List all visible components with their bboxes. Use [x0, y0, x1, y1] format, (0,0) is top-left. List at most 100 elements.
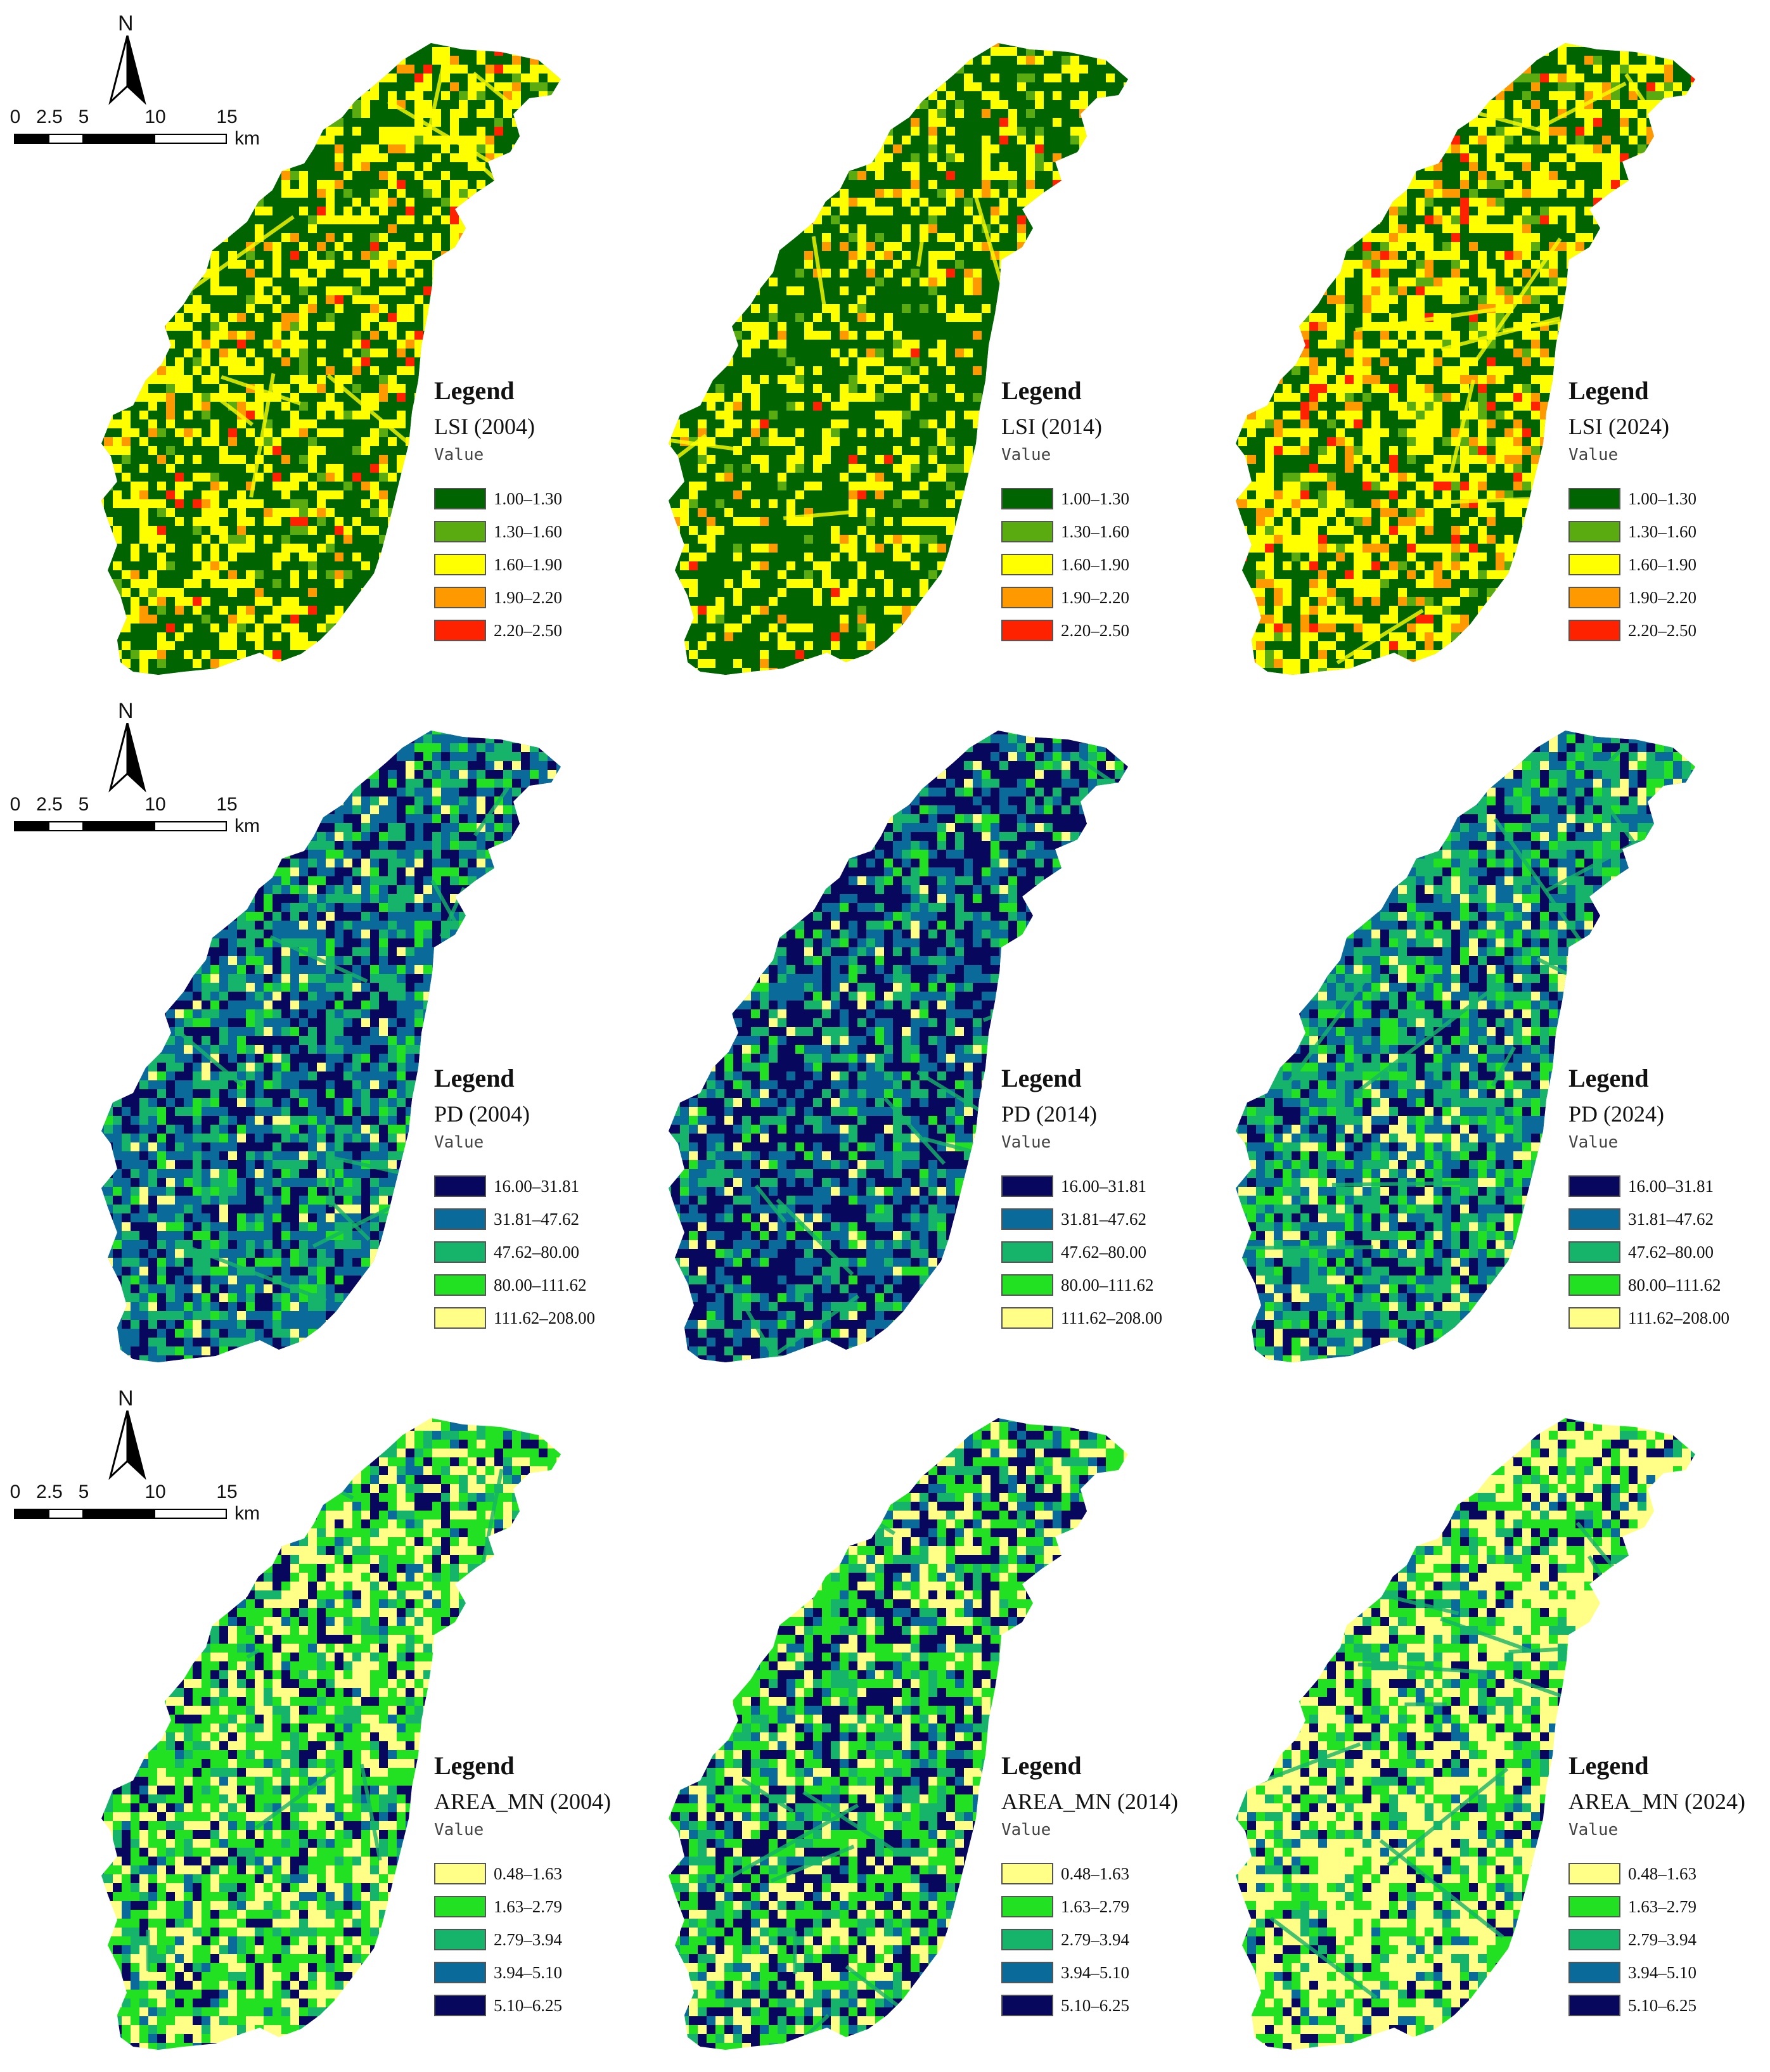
legend-swatch — [434, 1896, 486, 1917]
legend-item: 5.10–6.25 — [434, 1989, 611, 2022]
legend-swatch — [434, 488, 486, 509]
legend-label: 1.00–1.30 — [1061, 489, 1129, 509]
legend-heading: Legend — [434, 1065, 595, 1092]
legend-title: PD (2024) — [1568, 1101, 1729, 1127]
north-label: N — [118, 699, 134, 724]
legend-swatch — [434, 1274, 486, 1296]
legend-swatch — [1001, 1929, 1053, 1950]
legend-label: 111.62–208.00 — [494, 1308, 595, 1328]
legend-swatch — [434, 1929, 486, 1950]
legend-label: 16.00–31.81 — [1061, 1177, 1146, 1196]
legend-item: 1.60–1.90 — [434, 548, 562, 581]
legend-label: 1.60–1.90 — [1628, 555, 1696, 575]
legend-title: AREA_MN (2024) — [1568, 1789, 1745, 1814]
legend-swatch — [434, 521, 486, 542]
legend-item: 1.90–2.20 — [1001, 581, 1129, 614]
legend-label: 31.81–47.62 — [1628, 1210, 1714, 1229]
legend-label: 2.20–2.50 — [1061, 621, 1129, 641]
legend-label: 31.81–47.62 — [1061, 1210, 1146, 1229]
scale-tick-label: 15 — [216, 1481, 237, 1503]
scale-tick-label: 5 — [79, 106, 89, 128]
legend-item: 31.81–47.62 — [434, 1203, 595, 1236]
legend: Legend PD (2024) Value 16.00–31.81 31.81–47.… — [1568, 1065, 1729, 1334]
legend-label: 1.63–2.79 — [494, 1897, 562, 1917]
legend-label: 80.00–111.62 — [1061, 1276, 1154, 1295]
legend-label: 47.62–80.00 — [1061, 1243, 1146, 1262]
legend-label: 1.60–1.90 — [494, 555, 562, 575]
legend-swatch — [1568, 554, 1620, 575]
legend-item: 16.00–31.81 — [434, 1170, 595, 1203]
legend-label: 1.30–1.60 — [1628, 522, 1696, 542]
legend-swatch — [1001, 1274, 1053, 1296]
legend-item: 0.48–1.63 — [1001, 1857, 1178, 1890]
legend-label: 16.00–31.81 — [1628, 1177, 1714, 1196]
scale-tick-label: 0 — [10, 794, 21, 815]
legend-item: 16.00–31.81 — [1568, 1170, 1729, 1203]
legend-swatch — [1568, 1274, 1620, 1296]
legend-swatch — [434, 1208, 486, 1230]
legend-item: 1.30–1.60 — [1001, 515, 1129, 548]
legend-swatch — [1001, 620, 1053, 641]
legend-heading: Legend — [1001, 1752, 1178, 1780]
legend-swatch — [1568, 488, 1620, 509]
legend-swatch — [1568, 1863, 1620, 1884]
legend-item: 80.00–111.62 — [1001, 1269, 1162, 1301]
legend-heading: Legend — [1001, 377, 1129, 405]
legend-label: 2.20–2.50 — [494, 621, 562, 641]
legend-label: 1.30–1.60 — [494, 522, 562, 542]
legend-title: LSI (2004) — [434, 414, 562, 439]
north-arrow-icon — [105, 723, 150, 793]
legend-label: 16.00–31.81 — [494, 1177, 579, 1196]
legend-label: 1.00–1.30 — [1628, 489, 1696, 509]
legend-label: 1.63–2.79 — [1628, 1897, 1696, 1917]
legend-swatch — [1568, 1241, 1620, 1263]
legend-item: 80.00–111.62 — [1568, 1269, 1729, 1301]
legend-heading: Legend — [434, 377, 562, 405]
legend-swatch — [1001, 521, 1053, 542]
legend-swatch — [434, 587, 486, 608]
legend-swatch — [1001, 554, 1053, 575]
legend-item: 111.62–208.00 — [1568, 1301, 1729, 1334]
legend-title: AREA_MN (2014) — [1001, 1789, 1178, 1814]
legend-subtitle: Value — [1568, 1133, 1729, 1152]
legend-title: LSI (2014) — [1001, 414, 1129, 439]
legend-subtitle: Value — [1568, 445, 1696, 464]
legend-subtitle: Value — [1001, 1820, 1178, 1839]
legend-swatch — [1568, 587, 1620, 608]
legend-swatch — [434, 1995, 486, 2016]
legend-swatch — [1568, 1307, 1620, 1329]
legend-label: 0.48–1.63 — [1061, 1864, 1129, 1884]
legend-label: 80.00–111.62 — [1628, 1276, 1721, 1295]
legend-item: 1.60–1.90 — [1001, 548, 1129, 581]
legend-swatch — [434, 554, 486, 575]
scale-bar-graphic — [14, 132, 236, 147]
legend-item: 1.90–2.20 — [434, 581, 562, 614]
legend-item: 0.48–1.63 — [1568, 1857, 1745, 1890]
legend-label: 3.94–5.10 — [494, 1963, 562, 1983]
legend-heading: Legend — [1568, 1065, 1729, 1092]
north-label: N — [118, 1386, 134, 1411]
legend-swatch — [434, 1962, 486, 1983]
legend-subtitle: Value — [434, 445, 562, 464]
scale-unit: km — [234, 128, 260, 150]
legend-item: 1.00–1.30 — [1568, 482, 1696, 515]
scale-tick-label: 10 — [144, 794, 165, 815]
legend-swatch — [434, 1175, 486, 1197]
legend-item: 111.62–208.00 — [1001, 1301, 1162, 1334]
legend-swatch — [1001, 587, 1053, 608]
legend-item: 47.62–80.00 — [1001, 1236, 1162, 1269]
legend-heading: Legend — [1001, 1065, 1162, 1092]
